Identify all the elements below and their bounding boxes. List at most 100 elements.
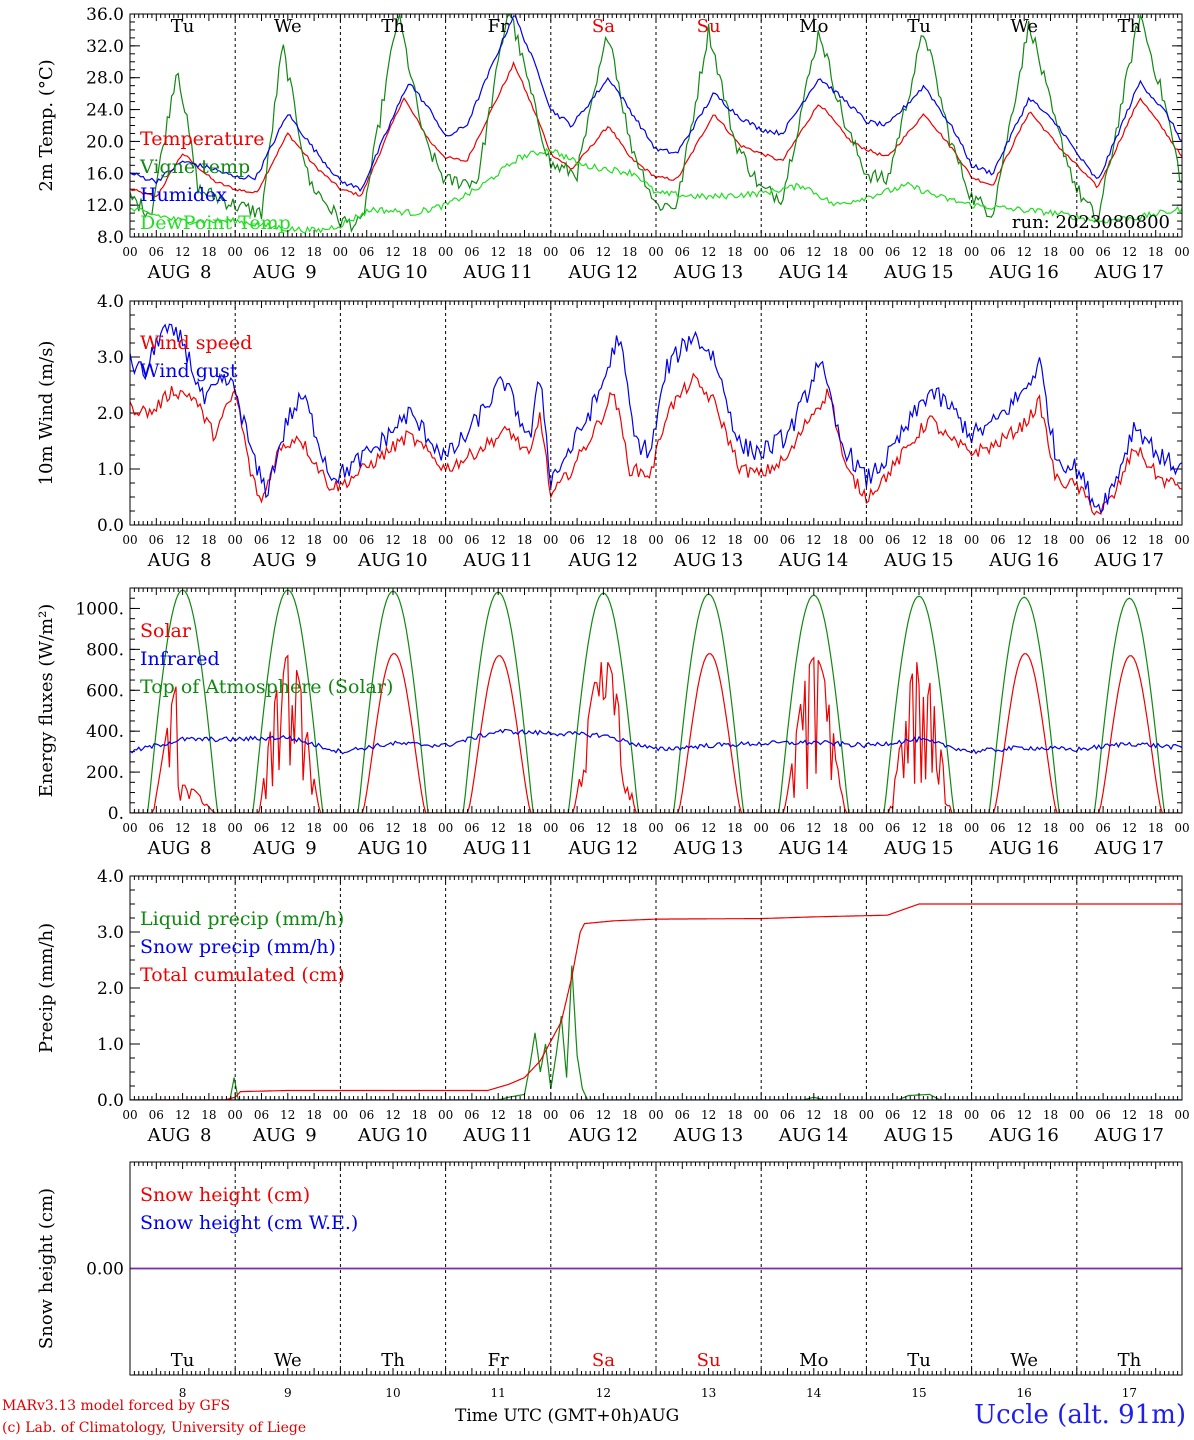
day-label: 9 xyxy=(305,262,316,283)
day-label: 9 xyxy=(305,550,316,571)
month-label: AUG xyxy=(1093,1125,1137,1146)
panel-wind: 0.0 1.0 2.0 3.0 4.0 10m Wind (m/s) 00 06 12 18 AUG… xyxy=(36,292,1190,571)
hour-tick-label: 06 xyxy=(464,821,479,835)
station-name: Uccle (alt. 91m) xyxy=(974,1400,1186,1430)
hour-tick-label: 18 xyxy=(1148,1108,1163,1122)
hour-tick-label: 06 xyxy=(1095,1108,1110,1122)
hour-tick-label: 00 xyxy=(122,1108,137,1122)
legend-entry: Snow height (cm W.E.) xyxy=(140,1212,358,1234)
hour-tick-label: 06 xyxy=(885,821,900,835)
hour-tick-label: 18 xyxy=(1043,821,1058,835)
weekday-label: Sa xyxy=(592,16,615,37)
hour-tick-label: 12 xyxy=(175,533,190,547)
y-tick-label: 4.0 xyxy=(97,867,124,887)
hour-tick-label: 00 xyxy=(859,533,874,547)
month-label: AUG xyxy=(567,1125,611,1146)
panel-frame xyxy=(129,1161,1183,1376)
month-label: AUG xyxy=(883,550,927,571)
month-label: AUG xyxy=(567,550,611,571)
bottom-day-label: 12 xyxy=(596,1386,611,1400)
hour-tick-label: 18 xyxy=(201,821,216,835)
day-label: 13 xyxy=(720,1125,743,1146)
hour-tick-label: 06 xyxy=(464,533,479,547)
hour-tick-label: 00 xyxy=(333,1108,348,1122)
hour-tick-label: 06 xyxy=(149,821,164,835)
time-axis-caption: Time UTC (GMT+0h)AUG xyxy=(455,1406,679,1426)
hour-tick-label: 18 xyxy=(1043,245,1058,259)
hour-tick-label: 12 xyxy=(175,1108,190,1122)
hour-tick-label: 06 xyxy=(359,533,374,547)
hour-tick-label: 12 xyxy=(806,245,821,259)
day-label: 10 xyxy=(405,1125,428,1146)
hour-tick-label: 18 xyxy=(832,245,847,259)
month-label: AUG xyxy=(1093,838,1137,859)
hour-tick-label: 06 xyxy=(990,1108,1005,1122)
hour-tick-label: 06 xyxy=(675,1108,690,1122)
hour-tick-label: 12 xyxy=(806,1108,821,1122)
legend-entry: Snow precip (mm/h) xyxy=(140,936,336,958)
model-credit: MARv3.13 model forced by GFS xyxy=(2,1398,231,1414)
series-line-wind-speed xyxy=(130,372,1182,516)
hour-tick-label: 00 xyxy=(122,821,137,835)
hour-tick-label: 06 xyxy=(149,245,164,259)
hour-tick-label: 18 xyxy=(517,821,532,835)
hour-tick-label: 12 xyxy=(911,1108,926,1122)
panel-frame xyxy=(129,875,1183,1101)
hour-tick-label: 12 xyxy=(1122,245,1137,259)
hour-tick-label: 12 xyxy=(1122,533,1137,547)
hour-tick-label: 12 xyxy=(911,533,926,547)
hour-tick-label: 00 xyxy=(754,1108,769,1122)
hour-tick-label: 12 xyxy=(596,821,611,835)
month-label: AUG xyxy=(778,550,822,571)
day-label: 15 xyxy=(931,550,954,571)
hour-tick-label: 00 xyxy=(543,533,558,547)
y-tick-label: 200. xyxy=(86,763,124,783)
day-label: 16 xyxy=(1036,1125,1059,1146)
legend-entry: Infrared xyxy=(140,648,220,670)
day-label: 13 xyxy=(720,838,743,859)
month-label: AUG xyxy=(778,838,822,859)
hour-tick-label: 12 xyxy=(280,821,295,835)
bottom-day-label: 8 xyxy=(179,1386,187,1400)
hour-tick-label: 18 xyxy=(412,245,427,259)
month-label: AUG xyxy=(1093,550,1137,571)
hour-tick-label: 06 xyxy=(780,245,795,259)
day-label: 16 xyxy=(1036,838,1059,859)
legend-entry: Top of Atmosphere (Solar) xyxy=(140,676,393,698)
hour-tick-label: 18 xyxy=(517,1108,532,1122)
hour-tick-label: 18 xyxy=(832,533,847,547)
hour-tick-label: 18 xyxy=(1148,821,1163,835)
weekday-label: We xyxy=(274,1350,302,1371)
hour-tick-label: 12 xyxy=(911,245,926,259)
hour-tick-label: 18 xyxy=(1043,533,1058,547)
y-axis-label: Energy fluxes (W/m²) xyxy=(36,604,57,798)
legend-entry: Wind gust xyxy=(140,360,238,382)
hour-tick-label: 06 xyxy=(149,1108,164,1122)
hour-tick-label: 18 xyxy=(306,533,321,547)
month-label: AUG xyxy=(357,1125,401,1146)
month-label: AUG xyxy=(883,1125,927,1146)
hour-tick-label: 06 xyxy=(780,821,795,835)
hour-tick-label: 06 xyxy=(254,533,269,547)
y-tick-label: 32.0 xyxy=(86,37,124,57)
weekday-label: Su xyxy=(697,16,721,37)
y-tick-label: 1.0 xyxy=(97,1035,124,1055)
month-label: AUG xyxy=(147,1125,191,1146)
hour-tick-label: 00 xyxy=(438,821,453,835)
month-label: AUG xyxy=(462,838,506,859)
hour-tick-label: 12 xyxy=(1017,245,1032,259)
hour-tick-label: 18 xyxy=(201,533,216,547)
weekday-label: Mo xyxy=(799,16,828,37)
hour-tick-label: 18 xyxy=(412,533,427,547)
hour-tick-label: 12 xyxy=(385,245,400,259)
y-tick-label: 1000. xyxy=(75,599,124,619)
hour-tick-label: 00 xyxy=(648,821,663,835)
month-label: AUG xyxy=(988,838,1032,859)
day-label: 13 xyxy=(720,262,743,283)
legend-entry: Temperature xyxy=(140,128,264,150)
legend-entry: Liquid precip (mm/h) xyxy=(140,908,344,930)
hour-tick-label: 18 xyxy=(622,1108,637,1122)
hour-tick-label: 18 xyxy=(1148,533,1163,547)
day-label: 9 xyxy=(305,838,316,859)
month-label: AUG xyxy=(147,262,191,283)
